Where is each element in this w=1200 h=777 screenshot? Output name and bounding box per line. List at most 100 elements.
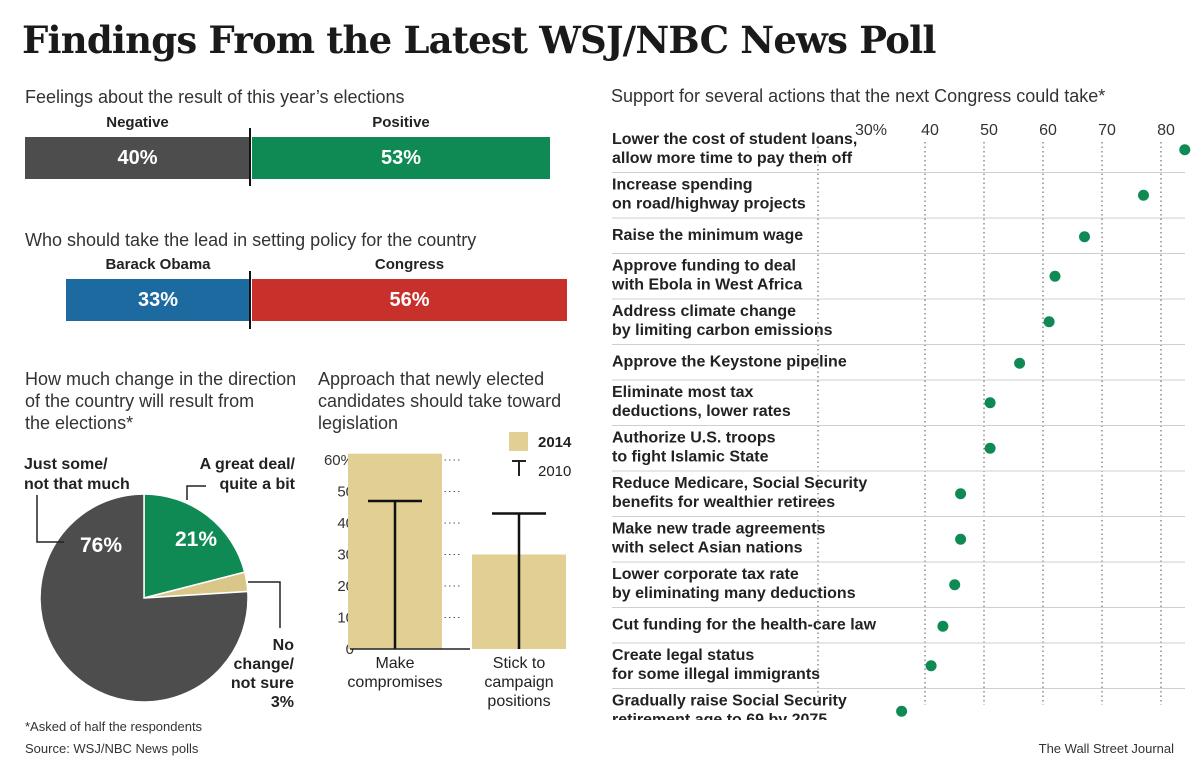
pie-title-line-2: of the country will result from xyxy=(25,391,254,411)
support-item-label: on road/highway projects xyxy=(612,196,806,213)
support-chart: Support for several actions that the nex… xyxy=(611,86,1191,721)
pie-name-no-change-3: not sure xyxy=(231,675,294,692)
approach-ytick: 0 xyxy=(346,641,354,658)
support-row: Approve the Keystone pipeline xyxy=(612,354,1185,381)
support-item-label: Cut funding for the health-care law xyxy=(612,617,877,634)
support-item-label: Reduce Medicare, Social Security xyxy=(612,475,867,492)
support-row: Lower corporate tax rate by eliminating m… xyxy=(612,566,1185,608)
page-title: Findings From the Latest WSJ/NBC News Po… xyxy=(22,18,936,62)
support-dot xyxy=(1079,231,1090,243)
support-row: Raise the minimum wage xyxy=(612,227,1185,254)
lead-divider xyxy=(249,271,251,329)
support-item-label: benefits for wealthier retirees xyxy=(612,494,835,511)
support-dot xyxy=(984,397,996,409)
cat-stick-3: positions xyxy=(487,693,550,710)
support-item-label: for some illegal immigrants xyxy=(612,666,820,683)
footnote: *Asked of half the respondents xyxy=(25,719,203,734)
support-item-label: by eliminating many deductions xyxy=(612,585,856,602)
support-item-label: Increase spending xyxy=(612,177,753,194)
pie-name-no-change-4: 3% xyxy=(271,694,294,711)
support-row: Eliminate most tax deductions, lower rate… xyxy=(612,384,1185,426)
lead-title: Who should take the lead in setting poli… xyxy=(25,230,477,250)
support-item-label: Create legal status xyxy=(612,647,754,664)
support-item-label: Approve funding to deal xyxy=(612,258,796,275)
pie-label-21: 21% xyxy=(175,528,217,551)
support-row: Cut funding for the health-care law xyxy=(612,617,1185,644)
support-dot xyxy=(896,705,908,717)
legend-2010-label: 2010 xyxy=(538,463,571,480)
support-item-label: to fight Islamic State xyxy=(612,449,769,466)
support-dot xyxy=(949,579,961,591)
support-row: Make new trade agreements with select Asi… xyxy=(611,521,1185,563)
support-dot xyxy=(955,488,967,500)
feelings-divider xyxy=(249,128,251,186)
pie-name-great-deal-1: A great deal/ xyxy=(200,456,296,473)
support-item-label: with select Asian nations xyxy=(611,540,803,557)
support-title: Support for several actions that the nex… xyxy=(611,86,1105,106)
credit: The Wall Street Journal xyxy=(1038,741,1174,756)
cat-make-1: Make xyxy=(375,655,414,672)
support-item-label: Lower corporate tax rate xyxy=(612,566,799,583)
lead-congress-bar: 56% xyxy=(252,279,567,321)
support-row: Reduce Medicare, Social Security benefits… xyxy=(612,475,1185,517)
leader-no-change xyxy=(248,581,281,628)
support-dot xyxy=(1179,144,1191,156)
legend-2014-swatch xyxy=(509,432,528,451)
support-dot xyxy=(925,660,937,672)
support-xtick: 30% xyxy=(855,122,887,139)
approach-title-line-3: legislation xyxy=(318,413,398,433)
approach-title-line-1: Approach that newly elected xyxy=(318,369,544,389)
support-item-label: Lower the cost of student loans, xyxy=(612,131,857,148)
support-item-label: Approve the Keystone pipeline xyxy=(612,354,847,371)
support-item-label: Gradually raise Social Security xyxy=(612,693,847,710)
feelings-title: Feelings about the result of this year’s… xyxy=(25,87,405,107)
support-item-label: by limiting carbon emissions xyxy=(612,322,833,339)
support-dot xyxy=(1043,316,1055,328)
support-item-label: retirement age to 69 by 2075 xyxy=(612,712,827,721)
support-item-label: Address climate change xyxy=(612,303,796,320)
pie-label-76: 76% xyxy=(80,534,122,557)
support-xtick: 50 xyxy=(980,122,998,139)
pie-name-just-some-1: Just some/ xyxy=(24,456,108,473)
lead-congress-label: Congress xyxy=(374,256,445,273)
support-item-label: with Ebola in West Africa xyxy=(611,277,802,294)
support-xtick: 70 xyxy=(1098,122,1116,139)
approach-chart: Approach that newly elected candidates s… xyxy=(318,369,572,710)
support-dot xyxy=(1049,270,1061,282)
support-item-label: Eliminate most tax xyxy=(612,384,753,401)
support-item-label: Make new trade agreements xyxy=(612,521,826,538)
feelings-positive-bar: 53% xyxy=(252,137,550,179)
pie-name-great-deal-2: quite a bit xyxy=(219,476,295,493)
approach-title-line-2: candidates should take toward xyxy=(318,391,561,411)
support-dot xyxy=(1014,357,1026,369)
support-item-label: allow more time to pay them off xyxy=(612,150,853,167)
support-item-label: Authorize U.S. troops xyxy=(612,430,776,447)
leader-just-some xyxy=(36,495,64,543)
pie-slice-just-some xyxy=(39,493,249,703)
pie-name-no-change-2: change/ xyxy=(234,656,295,673)
source: Source: WSJ/NBC News polls xyxy=(25,741,199,756)
feelings-negative-bar: 40% xyxy=(25,137,250,179)
support-row: Address climate change by limiting carbon… xyxy=(612,303,1185,345)
support-xtick: 60 xyxy=(1039,122,1057,139)
support-xtick: 80 xyxy=(1157,122,1175,139)
support-dot xyxy=(1138,189,1149,201)
support-xtick: 40 xyxy=(921,122,939,139)
cat-stick-2: campaign xyxy=(484,674,553,691)
support-row: Gradually raise Social Security retiremen… xyxy=(612,693,908,721)
lead-obama-bar: 33% xyxy=(66,279,250,321)
pie-slice-great-deal xyxy=(143,493,246,599)
pie-name-no-change-1: No xyxy=(273,637,295,654)
support-row: Increase spending on road/highway project… xyxy=(612,177,1185,219)
pie-title-line-1: How much change in the direction xyxy=(25,369,296,389)
marker-2010-make-compromises xyxy=(368,499,422,649)
support-item-label: deductions, lower rates xyxy=(612,403,791,420)
pie-name-just-some-2: not that much xyxy=(24,476,130,493)
support-dot xyxy=(955,533,967,545)
approach-ytick: 60% xyxy=(324,452,354,469)
pie-chart: How much change in the direction of the … xyxy=(24,369,296,711)
leader-great-deal xyxy=(186,485,206,500)
cat-stick-1: Stick to xyxy=(493,655,546,672)
feelings-negative-label: Negative xyxy=(106,114,169,131)
pie-title-line-3: the elections* xyxy=(25,413,133,433)
